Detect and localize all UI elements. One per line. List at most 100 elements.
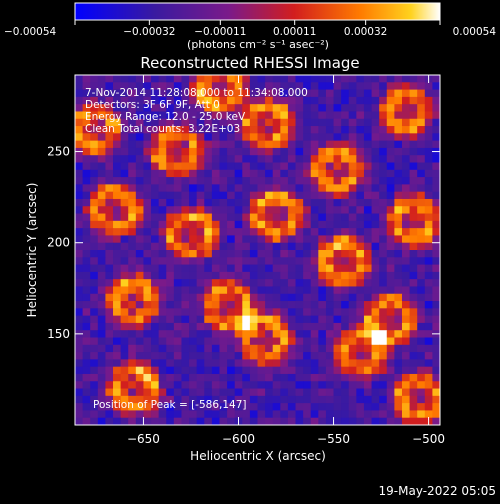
heatmap-cell [432,279,441,287]
heatmap-cell [303,177,312,185]
heatmap-cell [356,111,365,120]
heatmap-cell [75,250,83,258]
heatmap-cell [105,89,114,98]
heatmap-cell [295,417,304,426]
heatmap-cell [173,82,182,90]
heatmap-cell [219,271,228,280]
heatmap-cell [310,315,319,324]
heatmap-cell [173,184,182,193]
heatmap-cell [318,344,327,353]
heatmap-cell [272,373,281,382]
heatmap-cell [333,82,342,90]
heatmap-cell [257,89,266,98]
heatmap-cell [211,330,220,338]
heatmap-cell [249,301,258,309]
heatmap-cell [295,366,304,375]
heatmap-cell [303,373,312,382]
heatmap-cell [325,293,334,302]
heatmap-cell [113,381,122,389]
heatmap-cell [295,373,304,382]
heatmap-cell [341,242,350,251]
heatmap-cell [348,417,357,426]
heatmap-cell [181,104,190,112]
heatmap-cell [303,293,312,302]
heatmap-cell [227,359,236,368]
heatmap-cell [151,206,160,214]
heatmap-cell [348,111,357,120]
heatmap-cell [135,410,144,419]
heatmap-cell [272,250,281,258]
heatmap-cell [75,410,83,419]
heatmap-cell [128,395,137,404]
heatmap-cell [196,301,205,309]
heatmap-cell [257,133,266,142]
heatmap-cell [181,184,190,193]
heatmap-cell [75,184,83,193]
heatmap-cell [196,126,205,134]
heatmap-cell [242,104,251,112]
heatmap-cell [280,330,289,338]
heatmap-cell [234,126,243,134]
heatmap-cell [211,395,220,404]
heatmap-cell [189,82,198,90]
heatmap-cell [151,169,160,178]
heatmap-cell [401,242,410,251]
heatmap-cell [325,337,334,346]
heatmap-cell [128,337,137,346]
heatmap-cell [287,373,296,382]
heatmap-cell [417,337,426,346]
heatmap-cell [219,89,228,98]
heatmap-cell [432,242,441,251]
heatmap-cell [287,257,296,265]
heatmap-cell [333,344,342,353]
heatmap-cell [257,286,266,295]
heatmap-cell [394,155,403,163]
heatmap-cell [82,388,91,397]
heatmap-cell [196,75,205,83]
heatmap-cell [105,191,114,200]
heatmap-cell [310,213,319,222]
heatmap-cell [105,111,114,120]
heatmap-cell [272,417,281,426]
heatmap-cell [135,264,144,273]
heatmap-cell [394,322,403,331]
heatmap-cell [227,403,236,411]
heatmap-cell [143,96,152,105]
heatmap-cell [196,322,205,331]
heatmap-cell [394,301,403,309]
heatmap-cell [151,118,160,127]
heatmap-cell [287,213,296,222]
heatmap-cell [105,322,114,331]
heatmap-cell [417,104,426,112]
heatmap-cell [310,301,319,309]
heatmap-cell [341,82,350,90]
heatmap-cell [97,308,106,317]
heatmap-cell [158,257,167,265]
heatmap-cell [181,228,190,236]
heatmap-cell [196,133,205,142]
heatmap-cell [143,169,152,178]
heatmap-cell [105,395,114,404]
heatmap-cell [363,191,372,200]
heatmap-cell [356,184,365,193]
heatmap-cell [196,96,205,105]
heatmap-cell [189,366,198,375]
heatmap-cell [318,191,327,200]
heatmap-cell [356,206,365,214]
heatmap-cell [120,104,129,112]
heatmap-cell [97,147,106,156]
heatmap-cell [371,155,380,163]
heatmap-cell [341,366,350,375]
heatmap-cell [105,337,114,346]
heatmap-cell [113,169,122,178]
heatmap-cell [105,352,114,360]
heatmap-cell [166,75,175,83]
heatmap-cell [204,308,213,317]
heatmap-cell [280,286,289,295]
heatmap-cell [257,147,266,156]
heatmap-cell [90,235,99,244]
heatmap-cell [196,111,205,120]
heatmap-cell [333,337,342,346]
heatmap-cell [409,169,418,178]
heatmap-cell [318,235,327,244]
